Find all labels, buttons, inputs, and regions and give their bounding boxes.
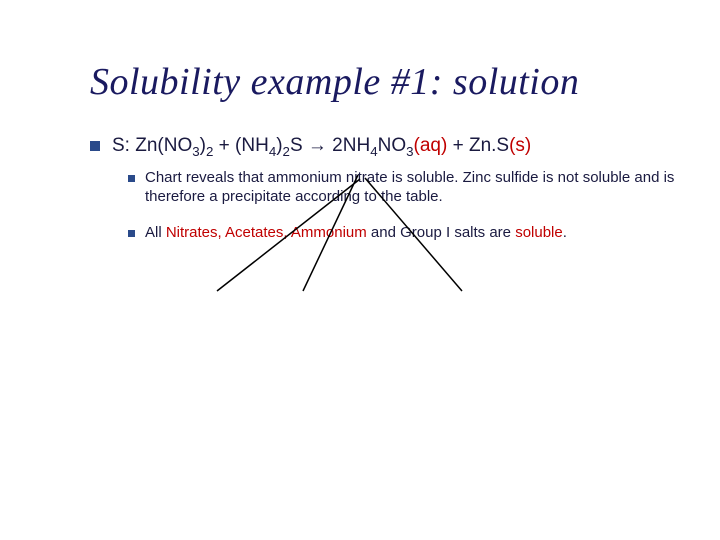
eq-r2s2: 2 [283,144,290,159]
slide-title: Solubility example #1: solution [90,60,680,104]
eq-plus2: + Zn.S [447,135,509,156]
eq-p1state: (aq) [414,135,448,156]
text-fragment: . [563,224,567,241]
bullet-square-icon [90,141,100,151]
sub-item: All Nitrates, Acetates, Ammonium and Gro… [128,224,680,243]
text-fragment: soluble [515,224,563,241]
eq-p2state: (s) [509,135,531,156]
eq-prefix: S: [112,135,135,156]
text-fragment: and Group I salts are [367,224,515,241]
eq-r1s1: 3 [192,144,199,159]
bullet-square-icon [128,230,135,237]
eq-r1: Zn(NO [135,135,192,156]
slide-container: Solubility example #1: solution S: Zn(NO… [0,0,720,540]
text-fragment: Nitrates, Acetates, Ammonium [166,224,367,241]
eq-r2e: S [290,135,308,156]
bullet-square-icon [128,175,135,182]
sub-item-text-1: All Nitrates, Acetates, Ammonium and Gro… [145,224,567,243]
text-fragment: All [145,224,166,241]
eq-p1s2: 3 [406,144,413,159]
sub-bullet-list: Chart reveals that ammonium nitrate is s… [128,169,680,243]
equation-line: S: Zn(NO3)2 + (NH4)2S → 2NH4NO3(aq) + Zn… [112,134,531,159]
eq-p1s1: 4 [370,144,377,159]
eq-p1m: NO [378,135,407,156]
sub-item-text-0: Chart reveals that ammonium nitrate is s… [145,169,680,207]
main-bullet-row: S: Zn(NO3)2 + (NH4)2S → 2NH4NO3(aq) + Zn… [90,134,680,159]
eq-p1p: 2NH [327,135,370,156]
sub-item: Chart reveals that ammonium nitrate is s… [128,169,680,207]
eq-arrow: → [308,135,327,156]
text-fragment: Chart reveals that ammonium nitrate is s… [145,169,674,205]
eq-plus1: + (NH [213,135,268,156]
